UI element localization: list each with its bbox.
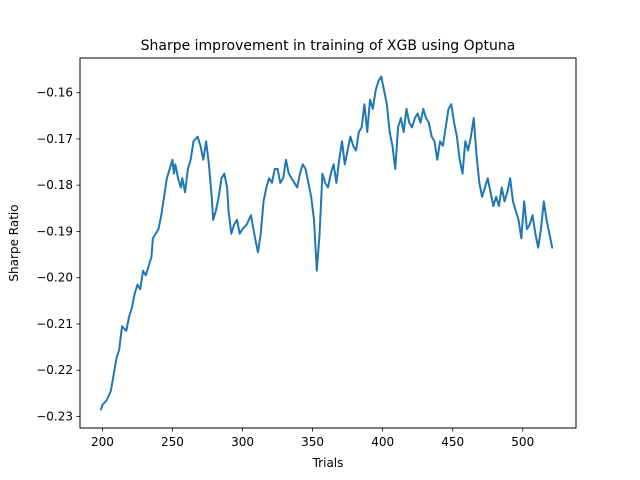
x-tick-label: 350: [301, 435, 324, 449]
chart-title: Sharpe improvement in training of XGB us…: [141, 38, 516, 54]
y-axis-label: Sharpe Ratio: [7, 204, 21, 281]
y-tick-label: −0.19: [36, 224, 73, 238]
x-tick-label: 450: [441, 435, 464, 449]
x-tick-label: 500: [511, 435, 534, 449]
plot-area: [79, 57, 577, 429]
y-axis: −0.23 −0.22 −0.21 −0.20 −0.19 −0.18 −0.17 −0.16: [36, 86, 80, 423]
y-tick-label: −0.21: [36, 317, 73, 331]
x-tick-label: 200: [91, 435, 114, 449]
x-tick-label: 250: [161, 435, 184, 449]
x-tick-label: 300: [231, 435, 254, 449]
x-axis: 200 250 300 350 400 450 500: [91, 428, 534, 449]
y-tick-label: −0.22: [36, 363, 73, 377]
y-tick-label: −0.17: [36, 132, 73, 146]
y-tick-label: −0.20: [36, 271, 73, 285]
x-axis-label: Trials: [312, 456, 344, 470]
series-line-sharpe-ratio: [100, 75, 554, 411]
y-tick-label: −0.23: [36, 409, 73, 423]
x-tick-label: 400: [371, 435, 394, 449]
plot-frame: [79, 57, 577, 429]
y-tick-label: −0.18: [36, 178, 73, 192]
y-tick-label: −0.16: [36, 86, 73, 100]
